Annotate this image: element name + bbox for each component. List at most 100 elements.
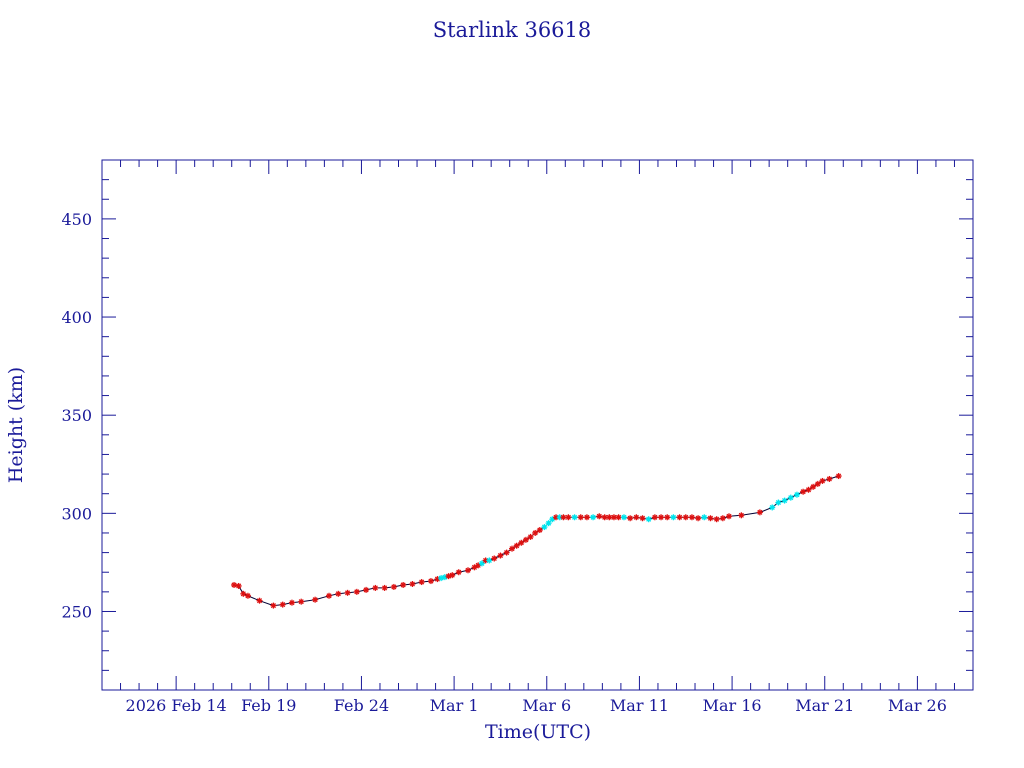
data-point — [805, 486, 812, 493]
chart-title: Starlink 36618 — [433, 18, 592, 42]
data-point — [658, 514, 665, 521]
data-point — [590, 514, 597, 521]
data-point — [344, 589, 351, 596]
data-point — [695, 515, 702, 522]
data-point — [670, 514, 677, 521]
x-tick-label: Mar 16 — [703, 696, 762, 715]
y-tick-label: 300 — [61, 504, 92, 523]
y-tick-label: 400 — [61, 308, 92, 327]
x-axis-label: Time(UTC) — [485, 721, 591, 743]
data-point — [409, 581, 416, 587]
plot-frame — [101, 159, 974, 691]
data-point — [244, 592, 251, 599]
data-point — [769, 504, 776, 511]
data-point — [645, 516, 652, 523]
data-point — [719, 515, 726, 522]
data-point — [455, 569, 462, 576]
data-point — [682, 514, 689, 521]
data-point — [545, 520, 552, 527]
y-tick-label: 350 — [61, 406, 92, 425]
data-point — [527, 533, 534, 540]
data-point — [536, 527, 543, 534]
data-point — [449, 572, 456, 579]
data-point — [800, 488, 807, 495]
data-point — [312, 596, 319, 603]
data-point — [633, 514, 640, 521]
y-tick-label: 450 — [61, 210, 92, 229]
data-point — [787, 494, 794, 501]
data-point — [522, 536, 529, 543]
data-point — [775, 499, 782, 506]
data-point — [335, 590, 342, 597]
series-line — [233, 475, 839, 607]
data-point — [819, 477, 826, 484]
data-point — [288, 599, 295, 606]
data-point — [503, 549, 510, 556]
data-point — [486, 557, 493, 564]
data-point — [571, 514, 578, 521]
data-point — [701, 514, 708, 521]
data-point — [372, 584, 379, 591]
data-point — [707, 515, 714, 522]
data-point — [390, 583, 397, 590]
data-markers — [231, 473, 842, 609]
data-point — [326, 592, 333, 599]
data-point — [826, 475, 833, 482]
data-point — [231, 581, 238, 588]
data-point — [601, 514, 608, 521]
x-tick-label: Mar 1 — [430, 696, 479, 715]
data-point — [781, 497, 788, 504]
data-point — [491, 555, 498, 562]
data-point — [497, 552, 504, 559]
x-axis-ticks: 2026 Feb 14 Feb 19 Feb 24 Mar 1 Mar 6 Mar 11 M… — [120, 160, 955, 715]
data-point — [565, 514, 572, 521]
x-tick-label: Mar 21 — [795, 696, 854, 715]
data-point — [270, 602, 277, 609]
data-point — [541, 524, 548, 531]
data-point — [235, 582, 242, 589]
data-point — [606, 514, 613, 521]
data-point — [240, 590, 247, 597]
x-tick-label: Mar 26 — [888, 696, 947, 715]
x-tick-label: Mar 6 — [522, 696, 571, 715]
data-point — [793, 491, 800, 498]
data-point — [381, 584, 388, 591]
data-point — [814, 480, 821, 487]
data-point — [298, 598, 305, 605]
data-point — [475, 562, 482, 569]
data-point — [518, 539, 525, 546]
data-point — [532, 529, 539, 536]
data-point — [810, 483, 817, 490]
data-point — [756, 509, 763, 516]
data-point — [256, 597, 263, 604]
data-point — [465, 567, 472, 574]
data-point — [577, 514, 584, 521]
y-tick-label: 250 — [61, 602, 92, 621]
data-point — [738, 512, 745, 519]
data-point — [615, 514, 622, 521]
x-tick-label: Feb 19 — [241, 696, 296, 715]
x-tick-label: Mar 11 — [610, 696, 669, 715]
data-point — [627, 515, 634, 522]
data-point — [509, 545, 516, 552]
data-point — [835, 473, 842, 480]
data-point — [363, 586, 370, 593]
data-point — [676, 514, 683, 521]
y-axis-ticks: 250 300 350 400 450 — [61, 159, 973, 691]
data-point — [651, 514, 658, 521]
data-point — [725, 513, 732, 520]
x-tick-label: 2026 Feb 14 — [126, 696, 227, 715]
data-point — [427, 578, 434, 585]
data-point — [664, 514, 671, 521]
data-point — [688, 514, 695, 521]
data-point — [596, 513, 603, 520]
data-point — [713, 516, 720, 523]
data-point — [400, 581, 407, 588]
data-point — [583, 514, 590, 521]
x-tick-label: Feb 24 — [334, 696, 389, 715]
data-point — [418, 579, 425, 586]
y-axis-label: Height (km) — [5, 367, 27, 483]
height-trace — [233, 475, 839, 607]
data-point — [620, 514, 627, 521]
